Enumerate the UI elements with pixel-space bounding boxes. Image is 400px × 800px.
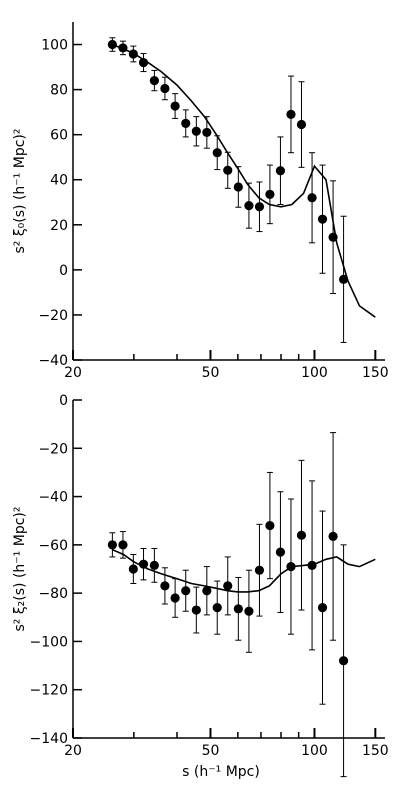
data-point xyxy=(233,182,243,192)
y-tick-label: −20 xyxy=(38,308,68,324)
data-point xyxy=(338,656,349,666)
model-line xyxy=(112,548,376,593)
x-tick-label: 100 xyxy=(301,743,328,759)
data-point xyxy=(223,165,233,175)
data-point xyxy=(307,193,317,203)
data-point xyxy=(265,520,275,531)
data-point xyxy=(170,593,180,603)
data-point xyxy=(286,109,296,119)
y-tick-label: −60 xyxy=(38,538,68,554)
data-point xyxy=(191,126,201,136)
data-point xyxy=(149,75,159,86)
data-point xyxy=(170,101,180,111)
data-point xyxy=(328,531,338,542)
x-tick-label: 50 xyxy=(202,743,220,759)
model-line xyxy=(112,43,376,318)
data-point xyxy=(296,119,307,130)
data-point xyxy=(181,118,191,128)
y-tick-label: 100 xyxy=(41,38,68,54)
data-point xyxy=(244,606,254,616)
y-tick-label: −80 xyxy=(38,586,68,602)
data-point xyxy=(307,560,317,570)
data-point xyxy=(338,274,349,284)
data-point xyxy=(265,189,275,199)
y-tick-label: 0 xyxy=(59,393,68,409)
panel-2: −140 −120 −100 −80 −60 −40 −20 0 20 50 100 150 s² ξ₂… xyxy=(12,393,389,780)
y-tick-label: −40 xyxy=(38,490,68,506)
data-point xyxy=(118,540,128,550)
data-point xyxy=(317,214,328,224)
data-point xyxy=(181,586,191,596)
data-point xyxy=(317,603,328,613)
data-point xyxy=(212,603,222,613)
x-tick-label: 50 xyxy=(202,365,220,381)
x-axis-label: s (h⁻¹ Mpc) xyxy=(182,764,260,780)
y-tick-label: 80 xyxy=(50,83,68,99)
data-point xyxy=(149,560,159,570)
data-point xyxy=(254,202,265,212)
y-axis-label: s² ξ₂(s) (h⁻¹ Mpc)² xyxy=(12,507,28,632)
data-point xyxy=(202,127,212,138)
y-tick-label: −140 xyxy=(30,731,68,747)
data-point xyxy=(191,605,201,615)
data-point xyxy=(244,201,254,211)
y-tick-label: −40 xyxy=(38,353,68,369)
data-point xyxy=(160,581,170,591)
data-point xyxy=(107,39,117,50)
y-axis-label: s² ξ₀(s) (h⁻¹ Mpc)² xyxy=(12,129,28,254)
x-tick-label: 20 xyxy=(64,365,82,381)
data-point xyxy=(275,547,286,557)
data-point xyxy=(202,586,212,596)
x-tick-label: 150 xyxy=(362,743,389,759)
panel-1: −40 −20 0 20 40 60 80 100 20 50 100 150 s² ξ₀(s) (h⁻… xyxy=(12,22,389,381)
data-point xyxy=(275,166,286,176)
x-tick-label: 20 xyxy=(64,743,82,759)
data-point xyxy=(296,530,307,540)
data-point xyxy=(160,83,170,94)
y-tick-label: 20 xyxy=(50,218,68,234)
data-point xyxy=(128,564,138,574)
y-tick-label: 0 xyxy=(59,263,68,279)
data-point xyxy=(223,581,233,591)
y-tick-label: 40 xyxy=(50,173,68,189)
y-tick-label: 60 xyxy=(50,128,68,144)
data-point xyxy=(212,148,222,158)
data-point xyxy=(254,565,265,575)
data-point xyxy=(138,559,149,569)
x-tick-label: 150 xyxy=(362,365,389,381)
x-tick-label: 100 xyxy=(301,365,328,381)
y-tick-label: −100 xyxy=(30,634,68,650)
data-point xyxy=(233,604,243,614)
data-point xyxy=(107,540,117,550)
y-tick-label: −120 xyxy=(30,683,68,699)
y-tick-label: −20 xyxy=(38,441,68,457)
